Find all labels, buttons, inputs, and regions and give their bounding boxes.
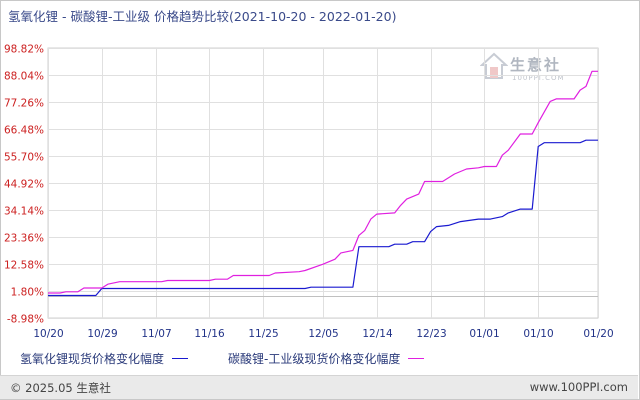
y-tick-label: 12.58%	[4, 260, 44, 272]
x-tick-label: 11/07	[141, 328, 171, 340]
x-tick-label: 11/16	[194, 328, 225, 340]
y-tick-label: 88.04%	[4, 71, 44, 83]
footer-url: www.100PPI.com	[529, 380, 628, 394]
y-tick-label: 44.92%	[4, 179, 44, 191]
legend-swatch-series1	[172, 358, 189, 359]
watermark-name: 生意社	[510, 56, 562, 74]
x-tick-label: 01/10	[523, 328, 553, 340]
y-tick-label: 1.80%	[11, 287, 44, 299]
x-tick-label: 12/14	[362, 328, 393, 340]
x-tick-label: 10/29	[87, 328, 117, 340]
x-tick-label: 01/20	[583, 328, 613, 340]
series-line-2	[48, 70, 598, 294]
legend-item-series1: 氢氧化锂现货价格变化幅度	[20, 350, 189, 367]
house-icon	[480, 52, 508, 79]
grid-layer	[47, 47, 599, 319]
x-tick-label: 12/05	[308, 328, 338, 340]
y-tick-label: 77.26%	[4, 98, 44, 110]
y-tick-label: 98.82%	[4, 44, 44, 56]
y-tick-label: 66.48%	[4, 125, 44, 137]
legend-swatch-series2	[408, 358, 425, 359]
y-tick-label: 55.70%	[4, 152, 44, 164]
y-tick-label: 23.36%	[4, 233, 44, 245]
watermark-url: 100PPI.COM	[512, 74, 565, 82]
x-tick-label: 12/23	[416, 328, 446, 340]
chart-title: 氢氧化锂 - 碳酸锂-工业级 价格趋势比较(2021-10-20 - 2022-…	[8, 9, 397, 24]
x-tick-label: 10/20	[33, 328, 63, 340]
legend-label-series2: 碳酸锂-工业级现货价格变化幅度	[228, 352, 401, 366]
watermark-logo: 生意社 100PPI.COM	[480, 50, 590, 90]
legend-label-series1: 氢氧化锂现货价格变化幅度	[20, 352, 165, 366]
footer-bar: © 2025.05 生意社 www.100PPI.com	[0, 375, 638, 399]
y-tick-label: 34.14%	[4, 206, 44, 218]
x-tick-label: 01/01	[469, 328, 499, 340]
series-line-1	[48, 139, 598, 297]
x-tick-label: 11/25	[248, 328, 278, 340]
axis-layer: 98.82% 88.04% 77.26% 66.48% 55.70% 44.92% 34.1…	[4, 44, 614, 341]
series-layer	[48, 70, 598, 297]
y-tick-label: -8.98%	[7, 314, 44, 326]
legend-item-series2: 碳酸锂-工业级现货价格变化幅度	[228, 350, 425, 367]
footer-copyright: © 2025.05 生意社	[10, 381, 111, 395]
